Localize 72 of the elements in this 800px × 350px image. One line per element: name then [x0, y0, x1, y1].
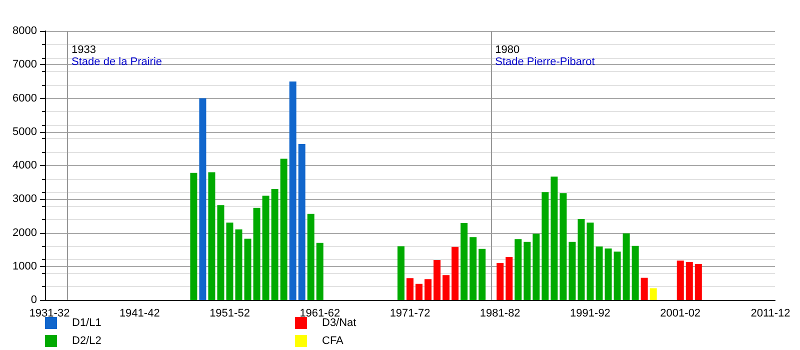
y-tick-label: 7000: [12, 58, 37, 71]
y-tick-label: 5000: [12, 126, 37, 138]
bar: [217, 205, 224, 300]
legend-label: CFA: [322, 335, 344, 347]
bar: [568, 242, 576, 300]
bar: [289, 81, 296, 300]
bar: [442, 275, 450, 300]
bar: [452, 246, 459, 300]
annotation: 1933: [72, 44, 96, 56]
x-tick-label: 1931-32: [29, 308, 70, 320]
x-tick-label: 1981-82: [480, 308, 520, 320]
bar: [208, 172, 216, 300]
y-tick-label: 0: [30, 294, 37, 306]
y-tick-label: 6000: [12, 92, 37, 104]
bar: [470, 237, 477, 300]
x-tick-label: 1941-42: [119, 308, 160, 320]
legend-label: D3/Nat: [322, 317, 356, 329]
bar: [524, 242, 531, 300]
bar: [298, 144, 306, 300]
bar: [560, 193, 567, 300]
bar: [244, 238, 252, 300]
bar: [190, 172, 198, 300]
x-tick-label: 1971-72: [390, 308, 430, 320]
bar: [622, 233, 630, 300]
legend-label: D1/L1: [72, 317, 102, 329]
bar: [406, 278, 414, 300]
bar: [226, 222, 234, 300]
bar: [578, 218, 585, 300]
bar: [506, 256, 513, 300]
bar: [253, 208, 260, 300]
bar: [496, 263, 504, 300]
x-tick-label: 2011-12: [750, 308, 790, 320]
bar: [694, 264, 702, 300]
bar: [596, 246, 603, 300]
bar: [478, 248, 486, 300]
y-tick-label: 1000: [12, 260, 37, 272]
bar: [586, 222, 594, 300]
x-tick-label: 1991-92: [570, 308, 610, 320]
x-tick-label: 1951-52: [210, 308, 250, 320]
bar: [640, 278, 648, 300]
bar: [460, 223, 468, 300]
bar: [316, 242, 324, 300]
bar: [307, 214, 314, 300]
y-tick-label: 3000: [12, 193, 37, 206]
legend-label: D2/L2: [72, 335, 102, 347]
bar: [397, 246, 404, 300]
y-tick-label: 8000: [12, 25, 37, 37]
bar: [235, 229, 242, 300]
bar: [532, 234, 540, 300]
bar: [632, 246, 639, 300]
bar: [199, 98, 206, 300]
bar: [514, 239, 522, 300]
bar: [550, 176, 558, 300]
bar: [542, 192, 549, 300]
annotation: 1980: [495, 44, 520, 56]
bar: [686, 262, 693, 300]
bar: [604, 248, 612, 300]
y-tick-label: 4000: [12, 160, 37, 172]
x-tick-label: 1961-62: [300, 308, 340, 320]
annotation: Stade de la Prairie: [72, 56, 162, 68]
bar: [280, 158, 288, 300]
bar: [424, 279, 432, 300]
bar: [614, 252, 621, 300]
bar: [262, 196, 270, 300]
bar: [416, 284, 423, 300]
bar: [271, 189, 278, 300]
x-tick-label: 2001-02: [660, 308, 701, 320]
y-tick-label: 2000: [12, 226, 37, 239]
bar: [676, 260, 684, 300]
bar: [650, 288, 657, 300]
bar: [434, 260, 441, 300]
annotation: Stade Pierre-Pibarot: [495, 56, 595, 68]
